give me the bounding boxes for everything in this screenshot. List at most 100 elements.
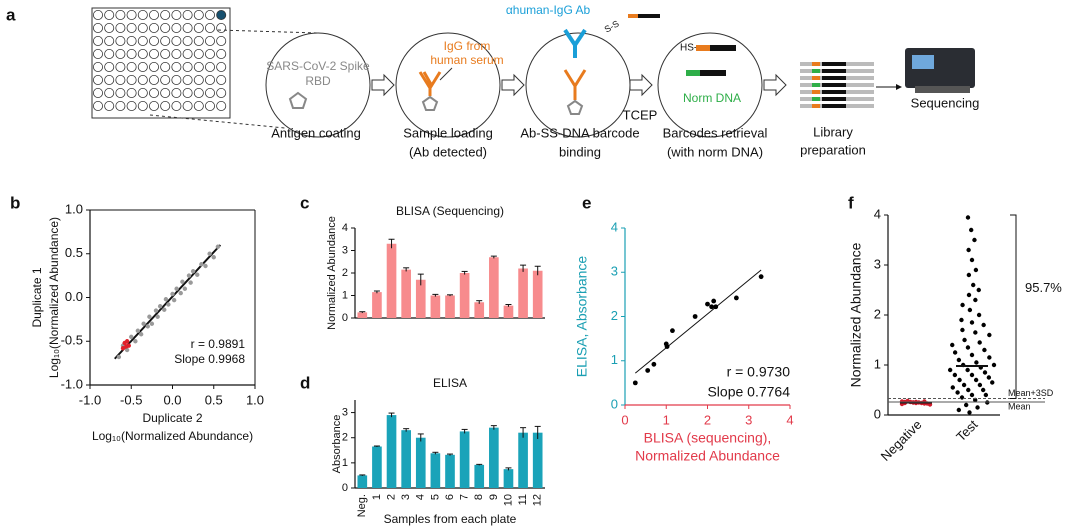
well-circle: [525, 32, 631, 138]
y-tick-label: 1: [874, 356, 881, 371]
point: [138, 332, 144, 337]
bar: [357, 312, 368, 318]
well: [182, 9, 193, 20]
point: [124, 347, 130, 353]
x-tick-label: 5: [429, 494, 441, 500]
x-tick-label: 4: [415, 494, 427, 500]
bar: [503, 469, 514, 488]
stripe: [822, 83, 846, 87]
well: [204, 36, 215, 47]
antigen-label: RBD: [305, 74, 331, 88]
well: [182, 101, 193, 112]
point: [709, 304, 715, 310]
dot: [966, 292, 972, 298]
point: [120, 346, 126, 351]
well: [216, 9, 227, 20]
point: [182, 286, 188, 291]
disulfide-label: S-S: [603, 18, 621, 34]
well: [115, 9, 126, 20]
point: [207, 251, 212, 256]
bar: [532, 270, 543, 318]
well: [216, 62, 227, 73]
well: [126, 101, 137, 112]
well: [115, 88, 126, 99]
dot: [959, 395, 965, 400]
point: [651, 361, 657, 367]
well: [104, 88, 115, 99]
x-tick-label: 1.0: [246, 392, 264, 407]
x-tick-label: 0: [621, 412, 628, 427]
dot: [987, 332, 992, 338]
point: [174, 286, 179, 291]
y-tick-label: 2: [611, 308, 618, 323]
bar: [372, 446, 382, 488]
stripe: [812, 90, 820, 94]
well: [126, 36, 137, 47]
x-tick-label: 2: [704, 412, 711, 427]
secondary-antibody: [563, 28, 587, 58]
stripe: [822, 62, 846, 66]
library-stripes: [800, 62, 874, 108]
captions: Antigen coating Sample loading (Ab detecte…: [271, 95, 979, 159]
well: [148, 36, 159, 47]
bar: [386, 415, 397, 488]
dot: [991, 362, 997, 368]
secondary-ab-label: αhuman-IgG Ab: [506, 3, 591, 17]
dot: [962, 337, 967, 343]
point: [632, 380, 638, 386]
y-tick-label: 2: [342, 432, 348, 444]
dot: [961, 382, 967, 388]
reference-label: Mean: [1008, 401, 1031, 411]
dot: [965, 215, 971, 220]
dot: [976, 287, 981, 293]
well: [137, 22, 148, 33]
y-tick-label: 1: [342, 457, 348, 469]
well: [204, 49, 215, 60]
point: [141, 321, 146, 326]
wells: [93, 9, 227, 112]
well: [104, 62, 115, 73]
well: [204, 9, 215, 20]
annotation: Slope 0.7764: [707, 384, 790, 400]
point: [180, 279, 185, 284]
well: [171, 88, 182, 99]
x-tick-label: 7: [459, 494, 471, 500]
well: [182, 36, 193, 47]
caption: Ab-SS-DNA barcode: [520, 125, 639, 140]
well: [104, 9, 115, 20]
x-tick-label: Neg.: [356, 494, 368, 517]
well: [160, 49, 171, 60]
x-tick-label: 3: [745, 412, 752, 427]
bar: [430, 453, 441, 488]
well: [171, 22, 182, 33]
panel-label: b: [10, 193, 20, 212]
dot: [956, 407, 962, 413]
well: [171, 101, 182, 112]
x-tick-label: 3: [400, 494, 412, 500]
caption: preparation: [800, 142, 866, 157]
well: [204, 88, 215, 99]
caption: Sequencing: [911, 95, 980, 110]
dot: [982, 347, 987, 353]
arrow: [501, 73, 525, 97]
dot: [973, 377, 979, 383]
well: [115, 22, 126, 33]
point: [129, 334, 134, 340]
barcode-part: [696, 45, 710, 51]
bar: [445, 295, 455, 318]
well: [216, 22, 227, 33]
well: [193, 75, 204, 86]
caption: Library: [813, 124, 853, 139]
well: [148, 9, 159, 20]
x-tick-label: -0.5: [120, 392, 142, 407]
bar: [401, 269, 411, 318]
dot: [952, 372, 958, 378]
well: [216, 101, 227, 112]
y-axis-label: Absorbance: [331, 415, 343, 474]
panel-label: c: [300, 193, 309, 212]
point: [733, 295, 739, 301]
dot: [990, 380, 995, 385]
dot: [955, 390, 960, 395]
y-tick-label: 3: [342, 406, 348, 418]
x-tick-label: 11: [517, 494, 529, 505]
